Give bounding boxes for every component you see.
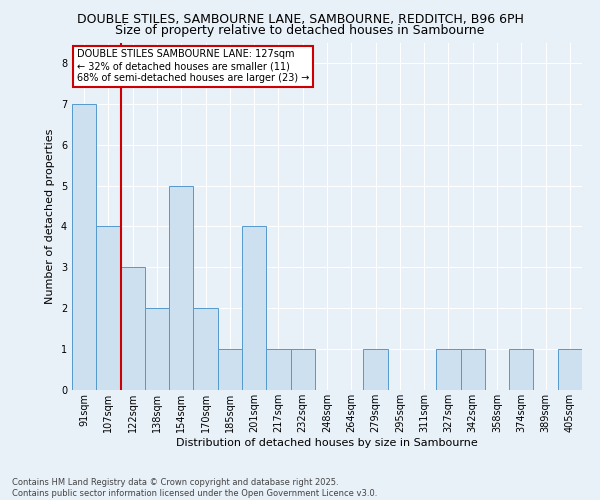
Bar	[72, 104, 96, 390]
Bar	[193, 308, 218, 390]
Bar	[169, 186, 193, 390]
Text: Contains HM Land Registry data © Crown copyright and database right 2025.
Contai: Contains HM Land Registry data © Crown c…	[12, 478, 377, 498]
Text: Size of property relative to detached houses in Sambourne: Size of property relative to detached ho…	[115, 24, 485, 37]
Y-axis label: Number of detached properties: Number of detached properties	[46, 128, 55, 304]
Bar	[461, 349, 485, 390]
Text: DOUBLE STILES, SAMBOURNE LANE, SAMBOURNE, REDDITCH, B96 6PH: DOUBLE STILES, SAMBOURNE LANE, SAMBOURNE…	[77, 12, 523, 26]
Bar	[96, 226, 121, 390]
Bar	[145, 308, 169, 390]
Bar	[509, 349, 533, 390]
Text: DOUBLE STILES SAMBOURNE LANE: 127sqm
← 32% of detached houses are smaller (11)
6: DOUBLE STILES SAMBOURNE LANE: 127sqm ← 3…	[77, 50, 310, 82]
Bar	[121, 268, 145, 390]
Bar	[558, 349, 582, 390]
Bar	[364, 349, 388, 390]
Bar	[290, 349, 315, 390]
X-axis label: Distribution of detached houses by size in Sambourne: Distribution of detached houses by size …	[176, 438, 478, 448]
Bar	[436, 349, 461, 390]
Bar	[266, 349, 290, 390]
Bar	[242, 226, 266, 390]
Bar	[218, 349, 242, 390]
